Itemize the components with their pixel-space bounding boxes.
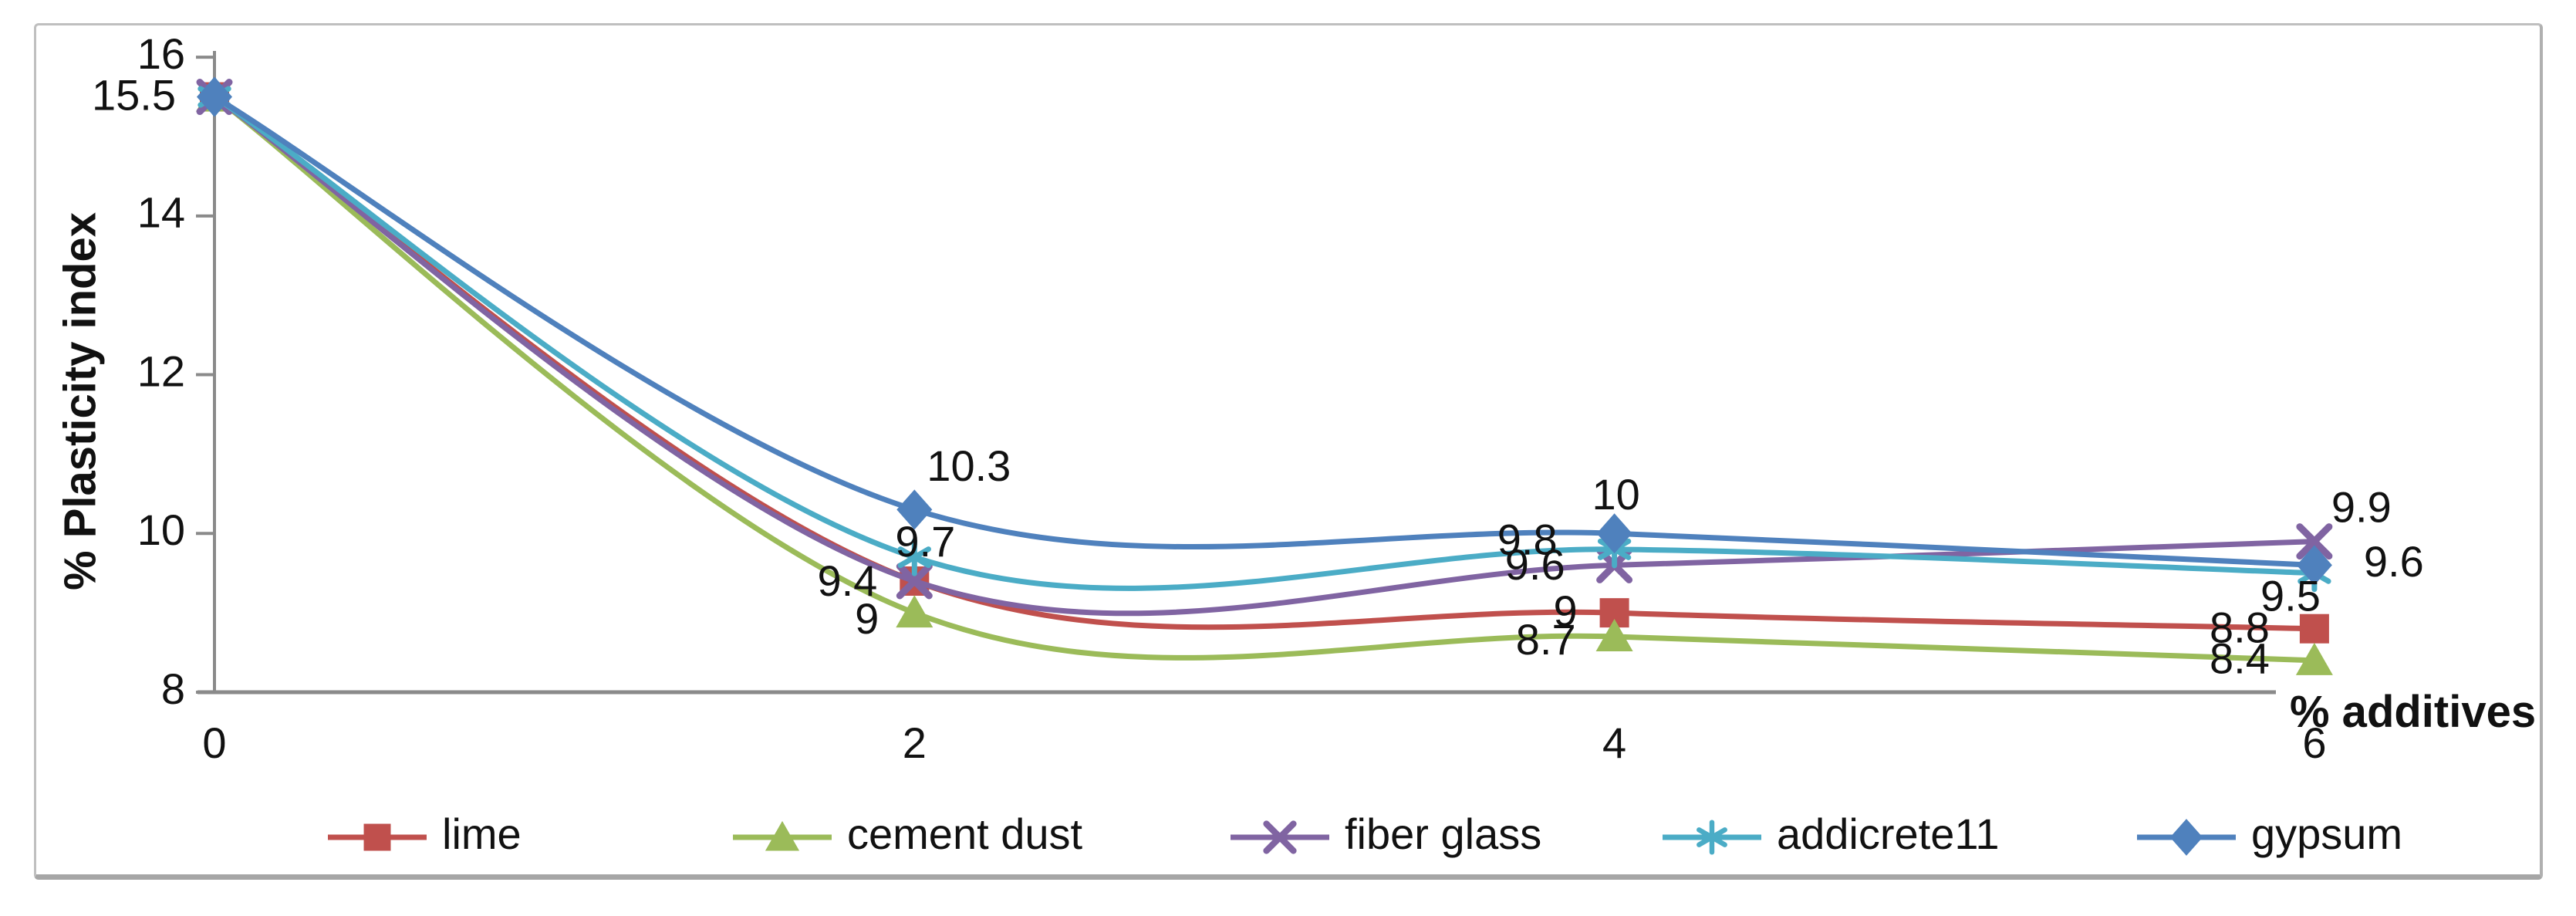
legend-label: fiber glass — [1345, 810, 1541, 858]
marker-gypsum-4 — [1596, 513, 1632, 554]
marker-gypsum-2 — [896, 489, 933, 530]
data-label: 10.3 — [927, 441, 1011, 490]
x-axis-title: % additives — [2290, 687, 2536, 737]
tick-labels: 8 10 12 14 16 0 2 4 6 — [137, 29, 2327, 767]
y-tick-label: 14 — [137, 188, 185, 237]
legend-label: gypsum — [2251, 810, 2402, 858]
series-line-fiber-glass — [213, 94, 2315, 617]
diamond-marker-icon — [2169, 819, 2203, 856]
triangle-marker-icon — [765, 820, 800, 851]
x-tick-label: 6 — [2302, 718, 2326, 767]
marker-addicrete11-2 — [897, 538, 931, 576]
square-marker-icon — [2299, 613, 2329, 644]
series-line-addicrete11 — [213, 94, 2315, 591]
data-label: 8.8 — [2210, 603, 2270, 652]
legend-item-addicrete11: addicrete11 — [1663, 810, 2000, 858]
data-label: 8.7 — [1516, 615, 1576, 664]
data-label: 10 — [1592, 470, 1639, 519]
legend-item-lime: lime — [328, 810, 522, 858]
legend-diamond-icon — [2169, 819, 2203, 856]
axes — [198, 51, 2276, 695]
legend-square-icon — [363, 823, 391, 851]
legend-label: cement dust — [847, 810, 1082, 858]
y-tick-label: 10 — [137, 505, 185, 554]
asterisk-marker-icon — [897, 546, 931, 569]
marker-cement-dust-4 — [1595, 618, 1633, 651]
marker-gypsum-6 — [2296, 545, 2332, 586]
diamond-marker-icon — [896, 489, 933, 530]
marker-fiber-glass-2 — [896, 563, 933, 600]
marker-cement-dust-6 — [2295, 642, 2333, 675]
series-line-cement-dust — [212, 94, 2315, 664]
asterisk-marker-icon — [1697, 827, 1727, 847]
data-label: 8.4 — [2210, 634, 2270, 683]
series-line-gypsum — [213, 94, 2315, 568]
series-lines — [196, 76, 2333, 675]
legend: lime cement dust fiber glass addicrete11 gyp… — [328, 810, 2402, 858]
x-tick-label: 0 — [202, 718, 226, 767]
y-axis-title: % Plasticity index — [55, 212, 105, 590]
legend-x-icon — [1263, 820, 1297, 854]
legend-triangle-icon — [765, 820, 800, 851]
data-label: 9.6 — [2364, 537, 2424, 586]
y-tick-label: 12 — [137, 346, 185, 395]
x-marker-icon — [2296, 523, 2333, 560]
data-label: 9.9 — [2331, 482, 2392, 531]
triangle-marker-icon — [2295, 642, 2333, 675]
marker-cement-dust-2 — [896, 595, 934, 628]
data-labels: 9.49 8.89 8.7 8.49.69.99.7 9.89.510.3109.615… — [92, 70, 2424, 682]
data-label: 9.8 — [1497, 515, 1558, 564]
triangle-marker-icon — [1595, 618, 1633, 651]
data-label-start: 15.5 — [92, 70, 176, 119]
diamond-marker-icon — [1596, 513, 1632, 554]
legend-asterisk-icon — [1697, 820, 1727, 855]
data-label: 9.7 — [895, 517, 955, 566]
diamond-marker-icon — [2296, 545, 2332, 586]
x-tick-label: 2 — [903, 718, 927, 767]
legend-label: lime — [442, 810, 522, 858]
figure-border — [34, 23, 2543, 880]
data-label: 9.6 — [1505, 540, 1565, 589]
legend-item-gypsum: gypsum — [2137, 810, 2402, 858]
x-marker-icon — [896, 563, 933, 600]
legend-item-cement-dust: cement dust — [733, 810, 1082, 858]
diamond-marker-icon — [197, 76, 232, 117]
legend-label: addicrete11 — [1777, 810, 2000, 858]
marker-lime-6 — [2299, 613, 2329, 644]
data-label: 9.4 — [817, 556, 877, 605]
data-label: 9.5 — [2260, 572, 2321, 620]
marker-gypsum-0 — [197, 76, 232, 117]
y-tick-label: 16 — [137, 29, 185, 78]
data-label: 9 — [855, 594, 879, 643]
data-label: 9 — [1553, 586, 1577, 635]
marker-fiber-glass-6 — [2296, 523, 2333, 560]
x-tick-label: 4 — [1602, 718, 1626, 767]
x-marker-icon — [1263, 820, 1297, 854]
legend-item-fiber-glass: fiber glass — [1231, 810, 1541, 858]
triangle-marker-icon — [896, 595, 934, 628]
y-tick-label: 8 — [161, 664, 185, 713]
square-marker-icon — [363, 823, 391, 851]
